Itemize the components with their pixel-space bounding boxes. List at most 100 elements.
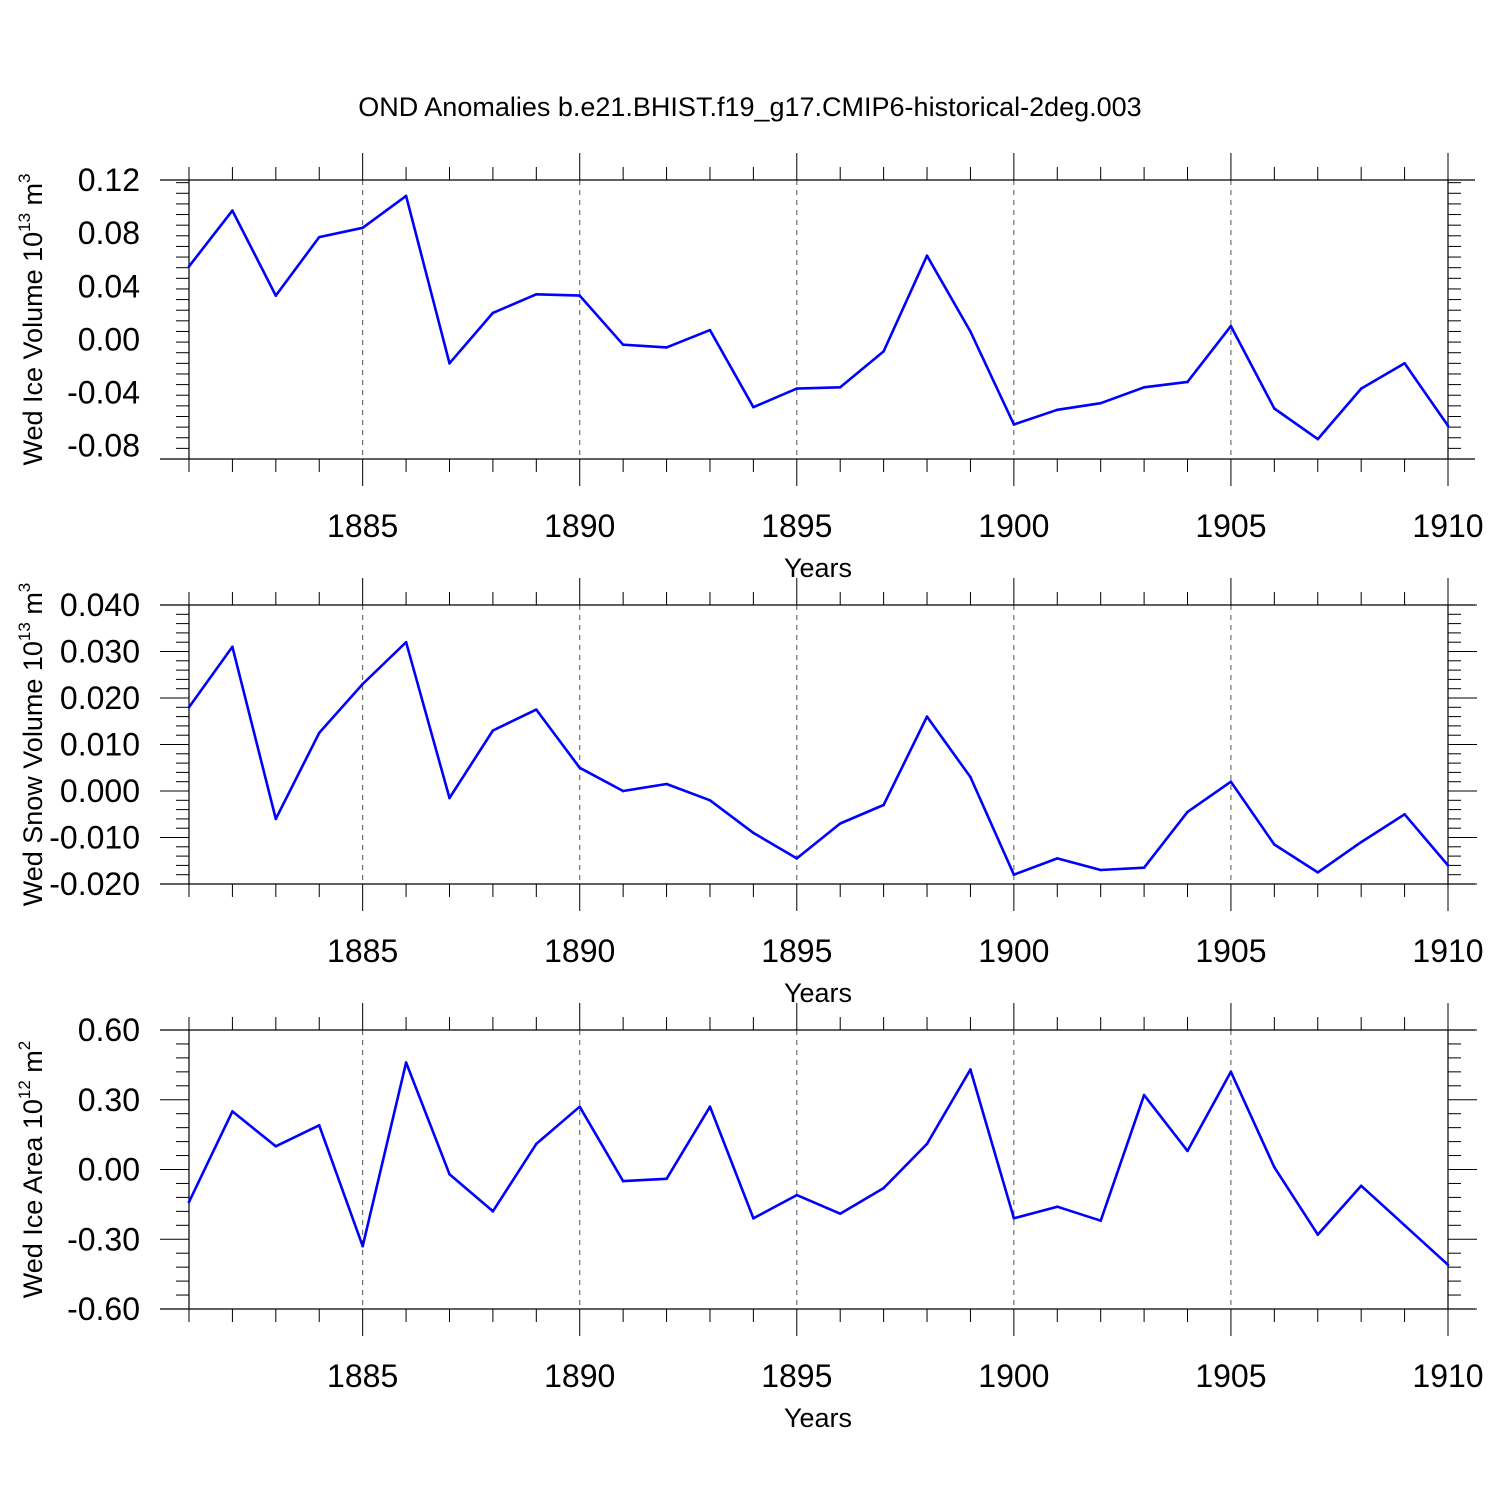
data-point (187, 265, 191, 268)
x-tick-label: 1910 (1412, 508, 1483, 544)
data-point (1142, 385, 1146, 389)
data-point (1012, 1217, 1016, 1220)
data-point (969, 775, 972, 779)
data-point (491, 311, 495, 315)
data-point (969, 1068, 972, 1071)
data-point (1359, 1184, 1363, 1188)
y-tick-label: 0.04 (78, 268, 140, 304)
data-point (361, 226, 364, 230)
data-point (1446, 864, 1450, 867)
data-series-line (187, 194, 1450, 441)
x-tick-label: 1905 (1195, 933, 1266, 969)
y-tick-label: -0.020 (49, 866, 140, 902)
data-point (317, 1124, 321, 1127)
y-axis-label: Wed Snow Volume 1013 m3 (15, 583, 48, 907)
y-tick-label: 0.040 (60, 587, 140, 623)
data-point (1099, 1219, 1102, 1222)
x-axis-label: Years (784, 553, 852, 583)
data-point (665, 1177, 668, 1181)
x-tick-label: 1900 (978, 508, 1049, 544)
chart-title: OND Anomalies b.e21.BHIST.f19_g17.CMIP6-… (358, 92, 1141, 122)
data-point (1446, 1263, 1450, 1267)
data-point (1142, 866, 1146, 870)
data-point (621, 343, 625, 347)
data-point (1403, 362, 1406, 365)
data-point (1359, 840, 1363, 844)
x-tick-label: 1890 (544, 1358, 615, 1394)
data-point (1229, 324, 1233, 328)
data-point (708, 328, 712, 332)
data-point (708, 799, 712, 802)
y-tick-label: 0.12 (78, 162, 140, 198)
y-tick-label: 0.010 (60, 727, 140, 763)
data-point (1186, 380, 1189, 384)
data-point (925, 715, 929, 718)
data-point (1359, 387, 1363, 390)
data-point (491, 1210, 495, 1213)
data-point (231, 645, 234, 649)
data-point (752, 831, 755, 835)
data-point (1142, 1093, 1146, 1097)
x-tick-label: 1905 (1195, 1358, 1266, 1394)
x-tick-label: 1895 (761, 1358, 832, 1394)
data-point (1316, 437, 1320, 441)
data-point (491, 729, 495, 732)
y-tick-label: 0.08 (78, 215, 140, 251)
data-point (1186, 810, 1189, 814)
data-point (578, 1105, 582, 1109)
data-point (1099, 868, 1102, 872)
y-tick-label: 0.030 (60, 634, 140, 670)
y-tick-label: 0.000 (60, 773, 140, 809)
data-point (1273, 1165, 1276, 1169)
data-point (838, 385, 842, 389)
data-point (317, 731, 321, 735)
data-point (752, 1217, 755, 1220)
data-point (448, 1172, 451, 1176)
x-tick-label: 1890 (544, 933, 615, 969)
data-point (665, 346, 668, 349)
data-point (1099, 401, 1102, 405)
y-tick-label: 0.020 (60, 680, 140, 716)
data-point (752, 405, 755, 409)
data-point (274, 817, 278, 821)
x-tick-label: 1895 (761, 933, 832, 969)
data-point (621, 789, 625, 793)
x-tick-label: 1900 (978, 1358, 1049, 1394)
data-point (1186, 1149, 1189, 1153)
data-point (231, 1110, 234, 1113)
data-point (1273, 407, 1276, 410)
x-tick-label: 1885 (327, 1358, 398, 1394)
data-point (882, 1186, 885, 1190)
data-point (1316, 1233, 1320, 1236)
y-tick-label: -0.30 (67, 1221, 140, 1257)
data-point (925, 254, 929, 258)
data-point (1055, 857, 1059, 860)
plot-panel-3: 1885 1890 1895 1900 1905 1910 Years -0.60 -0.30 0… (15, 1003, 1484, 1433)
y-axis-label: Wed Ice Area 1012 m2 (15, 1041, 48, 1299)
plot-panel-1: 1885 1890 1895 1900 1905 1910 Years -0.08 -0.04 0… (15, 153, 1484, 583)
data-point (404, 640, 408, 644)
data-point (838, 822, 842, 825)
y-tick-label: 0.00 (78, 1152, 140, 1188)
data-point (1229, 1070, 1233, 1074)
x-tick-label: 1890 (544, 508, 615, 544)
x-tick-label: 1910 (1412, 1358, 1483, 1394)
data-point (274, 294, 278, 297)
data-point (1446, 424, 1450, 428)
data-point (317, 235, 321, 239)
data-point (1012, 873, 1016, 876)
y-axis-label: Wed Ice Volume 1013 m3 (15, 173, 48, 465)
data-point (274, 1144, 278, 1148)
y-tick-label: 0.00 (78, 321, 140, 357)
data-point (1403, 812, 1406, 816)
x-tick-label: 1895 (761, 508, 832, 544)
data-point (925, 1142, 929, 1146)
y-tick-label: -0.04 (67, 375, 140, 411)
data-point (882, 350, 885, 353)
data-point (535, 292, 538, 296)
data-point (448, 362, 451, 365)
data-point (1403, 1224, 1406, 1227)
data-point (578, 766, 582, 770)
data-series-line (187, 640, 1449, 877)
